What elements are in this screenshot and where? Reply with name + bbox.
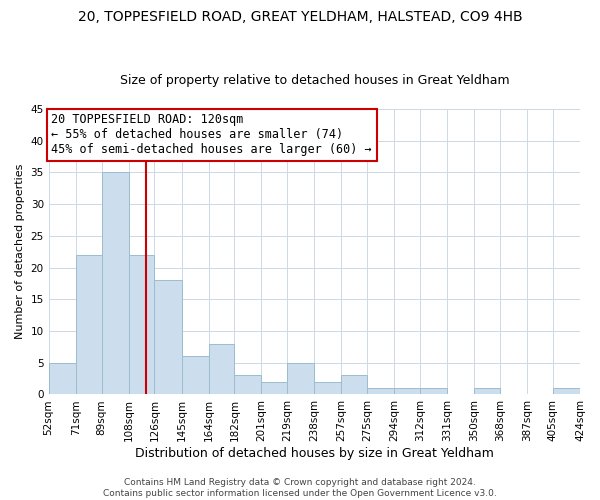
Bar [553, 388, 580, 394]
Text: 20, TOPPESFIELD ROAD, GREAT YELDHAM, HALSTEAD, CO9 4HB: 20, TOPPESFIELD ROAD, GREAT YELDHAM, HAL… [77, 10, 523, 24]
Bar [49, 362, 76, 394]
Title: Size of property relative to detached houses in Great Yeldham: Size of property relative to detached ho… [119, 74, 509, 87]
Bar [101, 172, 128, 394]
Text: Contains HM Land Registry data © Crown copyright and database right 2024.
Contai: Contains HM Land Registry data © Crown c… [103, 478, 497, 498]
Bar [182, 356, 209, 395]
X-axis label: Distribution of detached houses by size in Great Yeldham: Distribution of detached houses by size … [135, 447, 494, 460]
Bar [367, 388, 394, 394]
Bar [154, 280, 182, 394]
Bar [287, 362, 314, 394]
Bar [76, 255, 101, 394]
Bar [235, 376, 262, 394]
Bar [262, 382, 287, 394]
Text: 20 TOPPESFIELD ROAD: 120sqm
← 55% of detached houses are smaller (74)
45% of sem: 20 TOPPESFIELD ROAD: 120sqm ← 55% of det… [52, 114, 372, 156]
Bar [209, 344, 235, 394]
Bar [128, 255, 154, 394]
Y-axis label: Number of detached properties: Number of detached properties [15, 164, 25, 340]
Bar [394, 388, 420, 394]
Bar [420, 388, 447, 394]
Bar [341, 376, 367, 394]
Bar [475, 388, 500, 394]
Bar [314, 382, 341, 394]
